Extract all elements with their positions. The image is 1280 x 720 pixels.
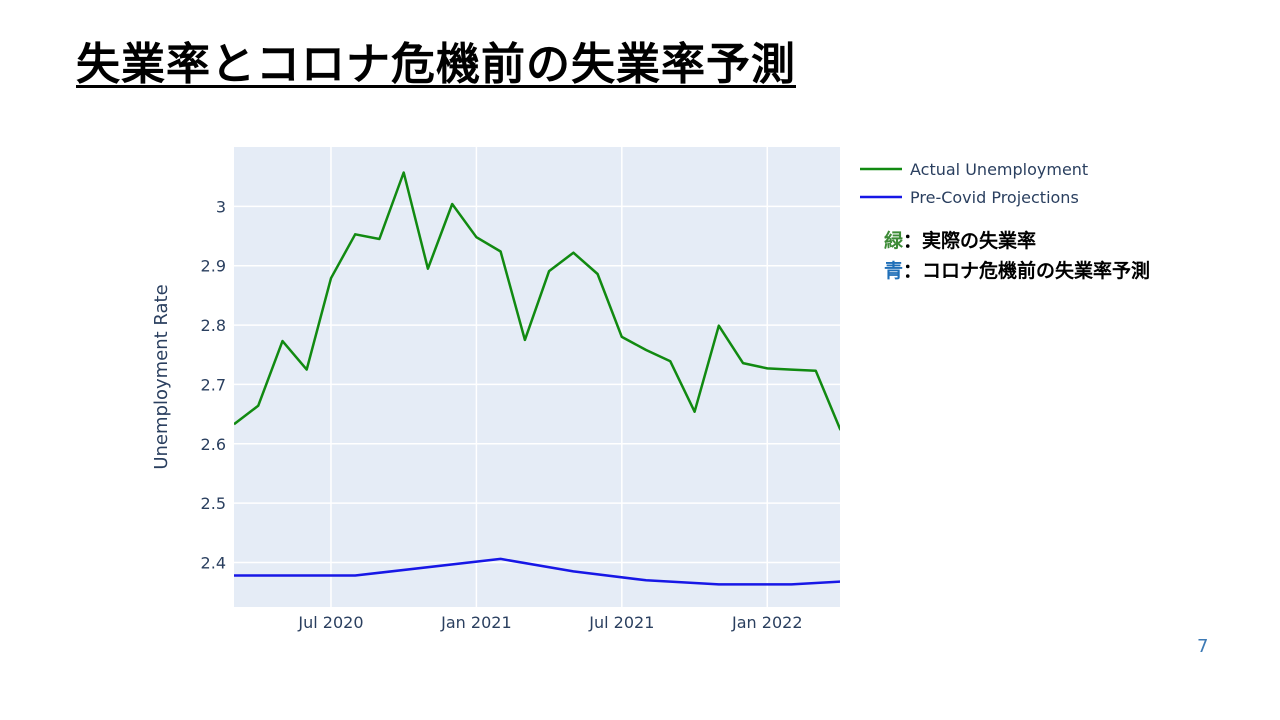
y-gridlines (234, 205, 840, 564)
note-blue: 青：コロナ危機前の失業率予測 (884, 256, 1150, 283)
y-tick-label: 2.5 (201, 494, 226, 513)
y-tick-labels: 2.4 2.5 2.6 2.7 2.8 2.9 3 (201, 197, 226, 572)
note-green: 緑：実際の失業率 (884, 226, 1036, 253)
series-lines (234, 171, 840, 586)
note-blue-key: 青 (884, 260, 904, 282)
y-tick-label: 2.7 (201, 375, 226, 394)
y-tick-label: 2.4 (201, 553, 226, 572)
x-tick-label: Jul 2021 (588, 613, 654, 632)
slide-title: 失業率とコロナ危機前の失業率予測 (76, 39, 796, 90)
legend: Actual Unemployment Pre-Covid Projections (860, 160, 1088, 207)
x-tick-labels: Jul 2020 Jan 2021 Jul 2021 Jan 2022 (297, 613, 802, 632)
legend-label: Actual Unemployment (910, 160, 1088, 179)
y-tick-label: 2.6 (201, 435, 226, 454)
x-gridlines (330, 147, 769, 607)
y-tick-label: 3 (216, 197, 226, 216)
x-tick-label: Jan 2021 (440, 613, 511, 632)
x-tick-label: Jan 2022 (731, 613, 802, 632)
page-number: 7 (1197, 636, 1209, 657)
series-line-pre-covid-projections (234, 557, 840, 586)
x-tick-label: Jul 2020 (297, 613, 363, 632)
y-tick-label: 2.8 (201, 316, 226, 335)
plot-background (234, 147, 840, 607)
series-line-actual-unemployment (234, 171, 840, 431)
note-blue-text: ：コロナ危機前の失業率予測 (903, 260, 1151, 282)
y-axis-label: Unemployment Rate (151, 284, 172, 469)
note-green-key: 緑 (884, 230, 904, 252)
legend-label: Pre-Covid Projections (910, 188, 1079, 207)
note-green-text: ：実際の失業率 (903, 230, 1037, 252)
y-tick-label: 2.9 (201, 257, 226, 276)
